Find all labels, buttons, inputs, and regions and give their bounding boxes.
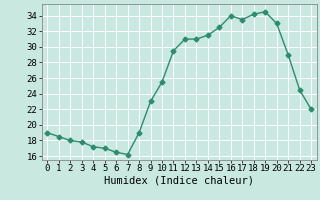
X-axis label: Humidex (Indice chaleur): Humidex (Indice chaleur)	[104, 176, 254, 186]
